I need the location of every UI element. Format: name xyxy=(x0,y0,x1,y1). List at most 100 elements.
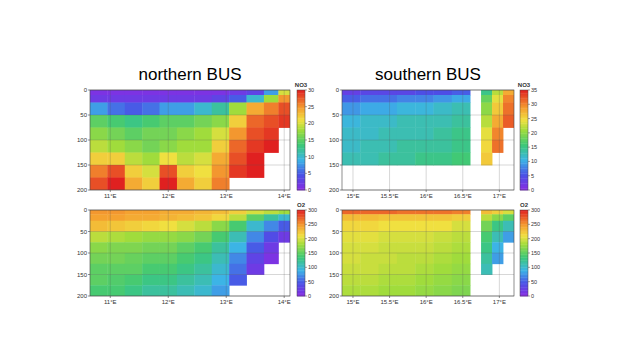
colorbar-tick-label: 50 xyxy=(531,279,537,285)
grid-line xyxy=(342,274,514,275)
cell xyxy=(247,90,265,95)
cell xyxy=(452,103,471,116)
grid-line xyxy=(426,210,427,296)
y-tick xyxy=(88,140,90,141)
cell xyxy=(360,253,379,264)
cell xyxy=(107,221,125,232)
cell xyxy=(125,140,143,153)
x-tick-label: 16.5°E xyxy=(454,193,472,199)
cell xyxy=(160,214,178,221)
x-tick xyxy=(499,296,500,298)
y-tick-label: 150 xyxy=(77,272,88,278)
cell xyxy=(379,90,398,95)
colorbar-tick xyxy=(528,296,530,297)
cell xyxy=(90,210,108,215)
cell xyxy=(503,214,514,221)
colorbar-tick-label: 25 xyxy=(308,104,314,110)
cell xyxy=(90,165,108,178)
colorbar-tick xyxy=(528,161,530,162)
cell xyxy=(160,221,178,232)
cell xyxy=(342,253,361,264)
cell xyxy=(264,103,279,116)
y-tick xyxy=(340,296,342,297)
cell xyxy=(229,90,247,95)
cell xyxy=(264,90,279,95)
cell xyxy=(160,285,178,296)
cell xyxy=(379,232,398,243)
y-tick xyxy=(88,190,90,191)
cell xyxy=(360,128,379,141)
panel-heading: northern BUS xyxy=(139,65,242,84)
x-tick xyxy=(168,190,169,192)
grid-line xyxy=(499,90,500,190)
x-tick-label: 15°E xyxy=(346,299,359,305)
colorbar-tick xyxy=(305,173,307,174)
colorbar-tick xyxy=(305,210,307,211)
cell xyxy=(360,140,379,153)
x-tick xyxy=(389,296,390,298)
y-tick-label: 150 xyxy=(329,272,340,278)
cell xyxy=(452,153,471,166)
cell xyxy=(212,232,230,243)
cell xyxy=(212,221,230,232)
grid-line xyxy=(90,140,290,141)
cell xyxy=(397,115,416,128)
cell xyxy=(194,232,212,243)
cell xyxy=(397,214,416,221)
cell xyxy=(177,210,195,215)
cell xyxy=(342,95,361,103)
cell xyxy=(107,140,125,153)
cells xyxy=(90,210,290,296)
cell xyxy=(397,153,416,166)
cell xyxy=(125,214,143,221)
cell xyxy=(360,264,379,275)
cell xyxy=(247,264,265,275)
cell xyxy=(90,264,108,275)
cell xyxy=(360,103,379,116)
cell xyxy=(212,275,230,286)
cell xyxy=(107,103,125,116)
cell xyxy=(433,285,452,296)
cell xyxy=(142,221,160,232)
x-tick xyxy=(462,190,463,192)
cell xyxy=(397,232,416,243)
cell xyxy=(264,95,279,103)
grid-line xyxy=(352,90,353,190)
x-tick xyxy=(226,190,227,192)
cell xyxy=(229,115,247,128)
cell xyxy=(452,242,471,253)
cell xyxy=(415,232,434,243)
cell xyxy=(125,264,143,275)
cell xyxy=(229,253,247,264)
cell xyxy=(415,128,434,141)
x-tick xyxy=(462,296,463,298)
cell xyxy=(177,153,195,166)
cell xyxy=(177,275,195,286)
cell xyxy=(379,115,398,128)
cells xyxy=(90,90,290,190)
cell xyxy=(160,90,178,95)
cell xyxy=(433,103,452,116)
cell xyxy=(247,214,265,221)
grid-line xyxy=(90,253,290,254)
cell xyxy=(142,178,160,191)
grid-line xyxy=(389,90,390,190)
cell xyxy=(415,242,434,253)
cell xyxy=(360,242,379,253)
cell xyxy=(379,242,398,253)
cell xyxy=(142,103,160,116)
cell xyxy=(415,210,434,215)
grid-line xyxy=(90,115,290,116)
grid-line xyxy=(90,274,290,275)
cell xyxy=(125,253,143,264)
cell xyxy=(264,253,279,264)
cell xyxy=(247,242,265,253)
colorbar-tick xyxy=(528,132,530,133)
y-tick-label: 0 xyxy=(336,87,340,93)
cell xyxy=(433,221,452,232)
grid-line xyxy=(226,90,227,190)
x-tick-label: 17°E xyxy=(493,299,506,305)
colorbar-tick-label: 10 xyxy=(308,154,314,160)
cell xyxy=(212,285,230,296)
cell xyxy=(452,285,471,296)
